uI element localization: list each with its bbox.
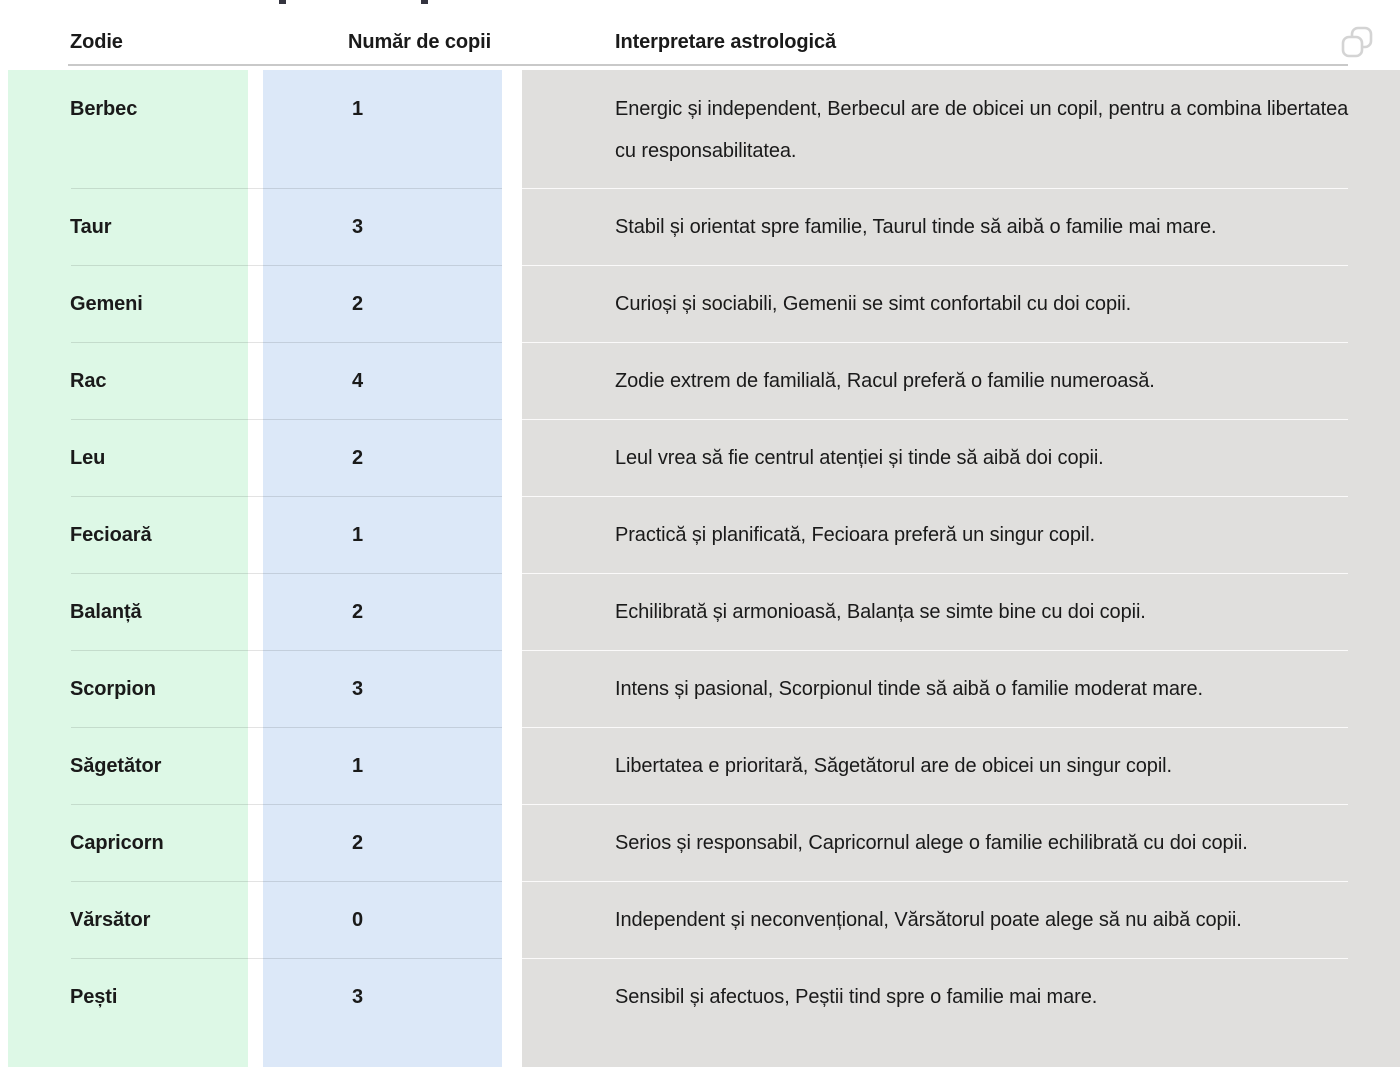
interpretation-cell: Stabil și orientat spre familie, Taurul … <box>615 216 1217 238</box>
children-count-cell: 2 <box>352 832 364 854</box>
children-count-cell: 1 <box>352 524 364 546</box>
zodiac-name-cell: Scorpion <box>70 678 156 700</box>
children-count-cell: 2 <box>352 293 364 315</box>
interpretation-cell: Intens și pasional, Scorpionul tinde să … <box>615 678 1203 700</box>
copy-icon <box>1341 26 1373 58</box>
table-row: Scorpion 3 Intens și pasional, Scorpionu… <box>0 650 1400 727</box>
children-count-cell: 1 <box>352 98 364 120</box>
table-row: Capricorn 2 Serios și responsabil, Capri… <box>0 804 1400 881</box>
table-row: Berbec 1 Energic și independent, Berbecu… <box>0 70 1400 188</box>
table-row: Leu 2 Leul vrea să fie centrul atenției … <box>0 419 1400 496</box>
column-bg-numar <box>263 70 502 1067</box>
children-count-cell: 3 <box>352 678 364 700</box>
zodiac-name-cell: Leu <box>70 447 106 469</box>
zodiac-name-cell: Gemeni <box>70 293 143 315</box>
children-count-cell: 0 <box>352 909 364 931</box>
interpretation-cell: Leul vrea să fie centrul atenției și tin… <box>615 447 1104 469</box>
interpretation-cell: Independent și neconvențional, Vărsătoru… <box>615 909 1242 931</box>
zodiac-name-cell: Pești <box>70 986 118 1008</box>
zodiac-name-cell: Fecioară <box>70 524 152 546</box>
zodiac-name-cell: Săgetător <box>70 755 162 777</box>
table-row: Fecioară 1 Practică și planificată, Feci… <box>0 496 1400 573</box>
copy-button[interactable] <box>1337 22 1377 62</box>
table-row: Gemeni 2 Curioși și sociabili, Gemenii s… <box>0 265 1400 342</box>
table-row: Pești 3 Sensibil și afectuos, Peștii tin… <box>0 958 1400 1035</box>
table-row: Rac 4 Zodie extrem de familială, Racul p… <box>0 342 1400 419</box>
children-count-cell: 3 <box>352 216 364 238</box>
table-row: Săgetător 1 Libertatea e prioritară, Săg… <box>0 727 1400 804</box>
column-header-interpretare: Interpretare astrologică <box>615 31 837 53</box>
column-bg-interpretare <box>522 70 1400 1067</box>
zodiac-name-cell: Rac <box>70 370 107 392</box>
zodiac-name-cell: Taur <box>70 216 112 238</box>
interpretation-cell: Echilibrată și armonioasă, Balanța se si… <box>615 601 1146 623</box>
table-body: Berbec 1 Energic și independent, Berbecu… <box>0 70 1400 1067</box>
cropped-text-remnant <box>279 0 286 4</box>
table-row: Taur 3 Stabil și orientat spre familie, … <box>0 188 1400 265</box>
children-count-cell: 1 <box>352 755 364 777</box>
table-row: Vărsător 0 Independent și neconvențional… <box>0 881 1400 958</box>
children-count-cell: 2 <box>352 601 364 623</box>
zodiac-name-cell: Balanță <box>70 601 142 623</box>
children-count-cell: 3 <box>352 986 364 1008</box>
zodiac-name-cell: Capricorn <box>70 832 164 854</box>
interpretation-cell: Sensibil și afectuos, Peștii tind spre o… <box>615 986 1098 1008</box>
interpretation-cell: Zodie extrem de familială, Racul preferă… <box>615 370 1155 392</box>
interpretation-cell: Energic și independent, Berbecul are de … <box>615 98 1349 162</box>
children-count-cell: 4 <box>352 370 364 392</box>
interpretation-cell: Serios și responsabil, Capricornul alege… <box>615 832 1248 854</box>
table-row: Balanță 2 Echilibrată și armonioasă, Bal… <box>0 573 1400 650</box>
interpretation-cell: Practică și planificată, Fecioara prefer… <box>615 524 1095 546</box>
interpretation-cell: Curioși și sociabili, Gemenii se simt co… <box>615 293 1132 315</box>
children-count-cell: 2 <box>352 447 364 469</box>
zodiac-name-cell: Vărsător <box>70 909 151 931</box>
cropped-text-remnant <box>421 0 428 4</box>
zodiac-name-cell: Berbec <box>70 98 138 120</box>
interpretation-cell: Libertatea e prioritară, Săgetătorul are… <box>615 755 1172 777</box>
header-divider <box>68 64 1348 66</box>
column-header-zodie: Zodie <box>70 31 123 53</box>
column-header-numar-de-copii: Număr de copii <box>348 31 492 53</box>
column-bg-zodie <box>8 70 248 1067</box>
